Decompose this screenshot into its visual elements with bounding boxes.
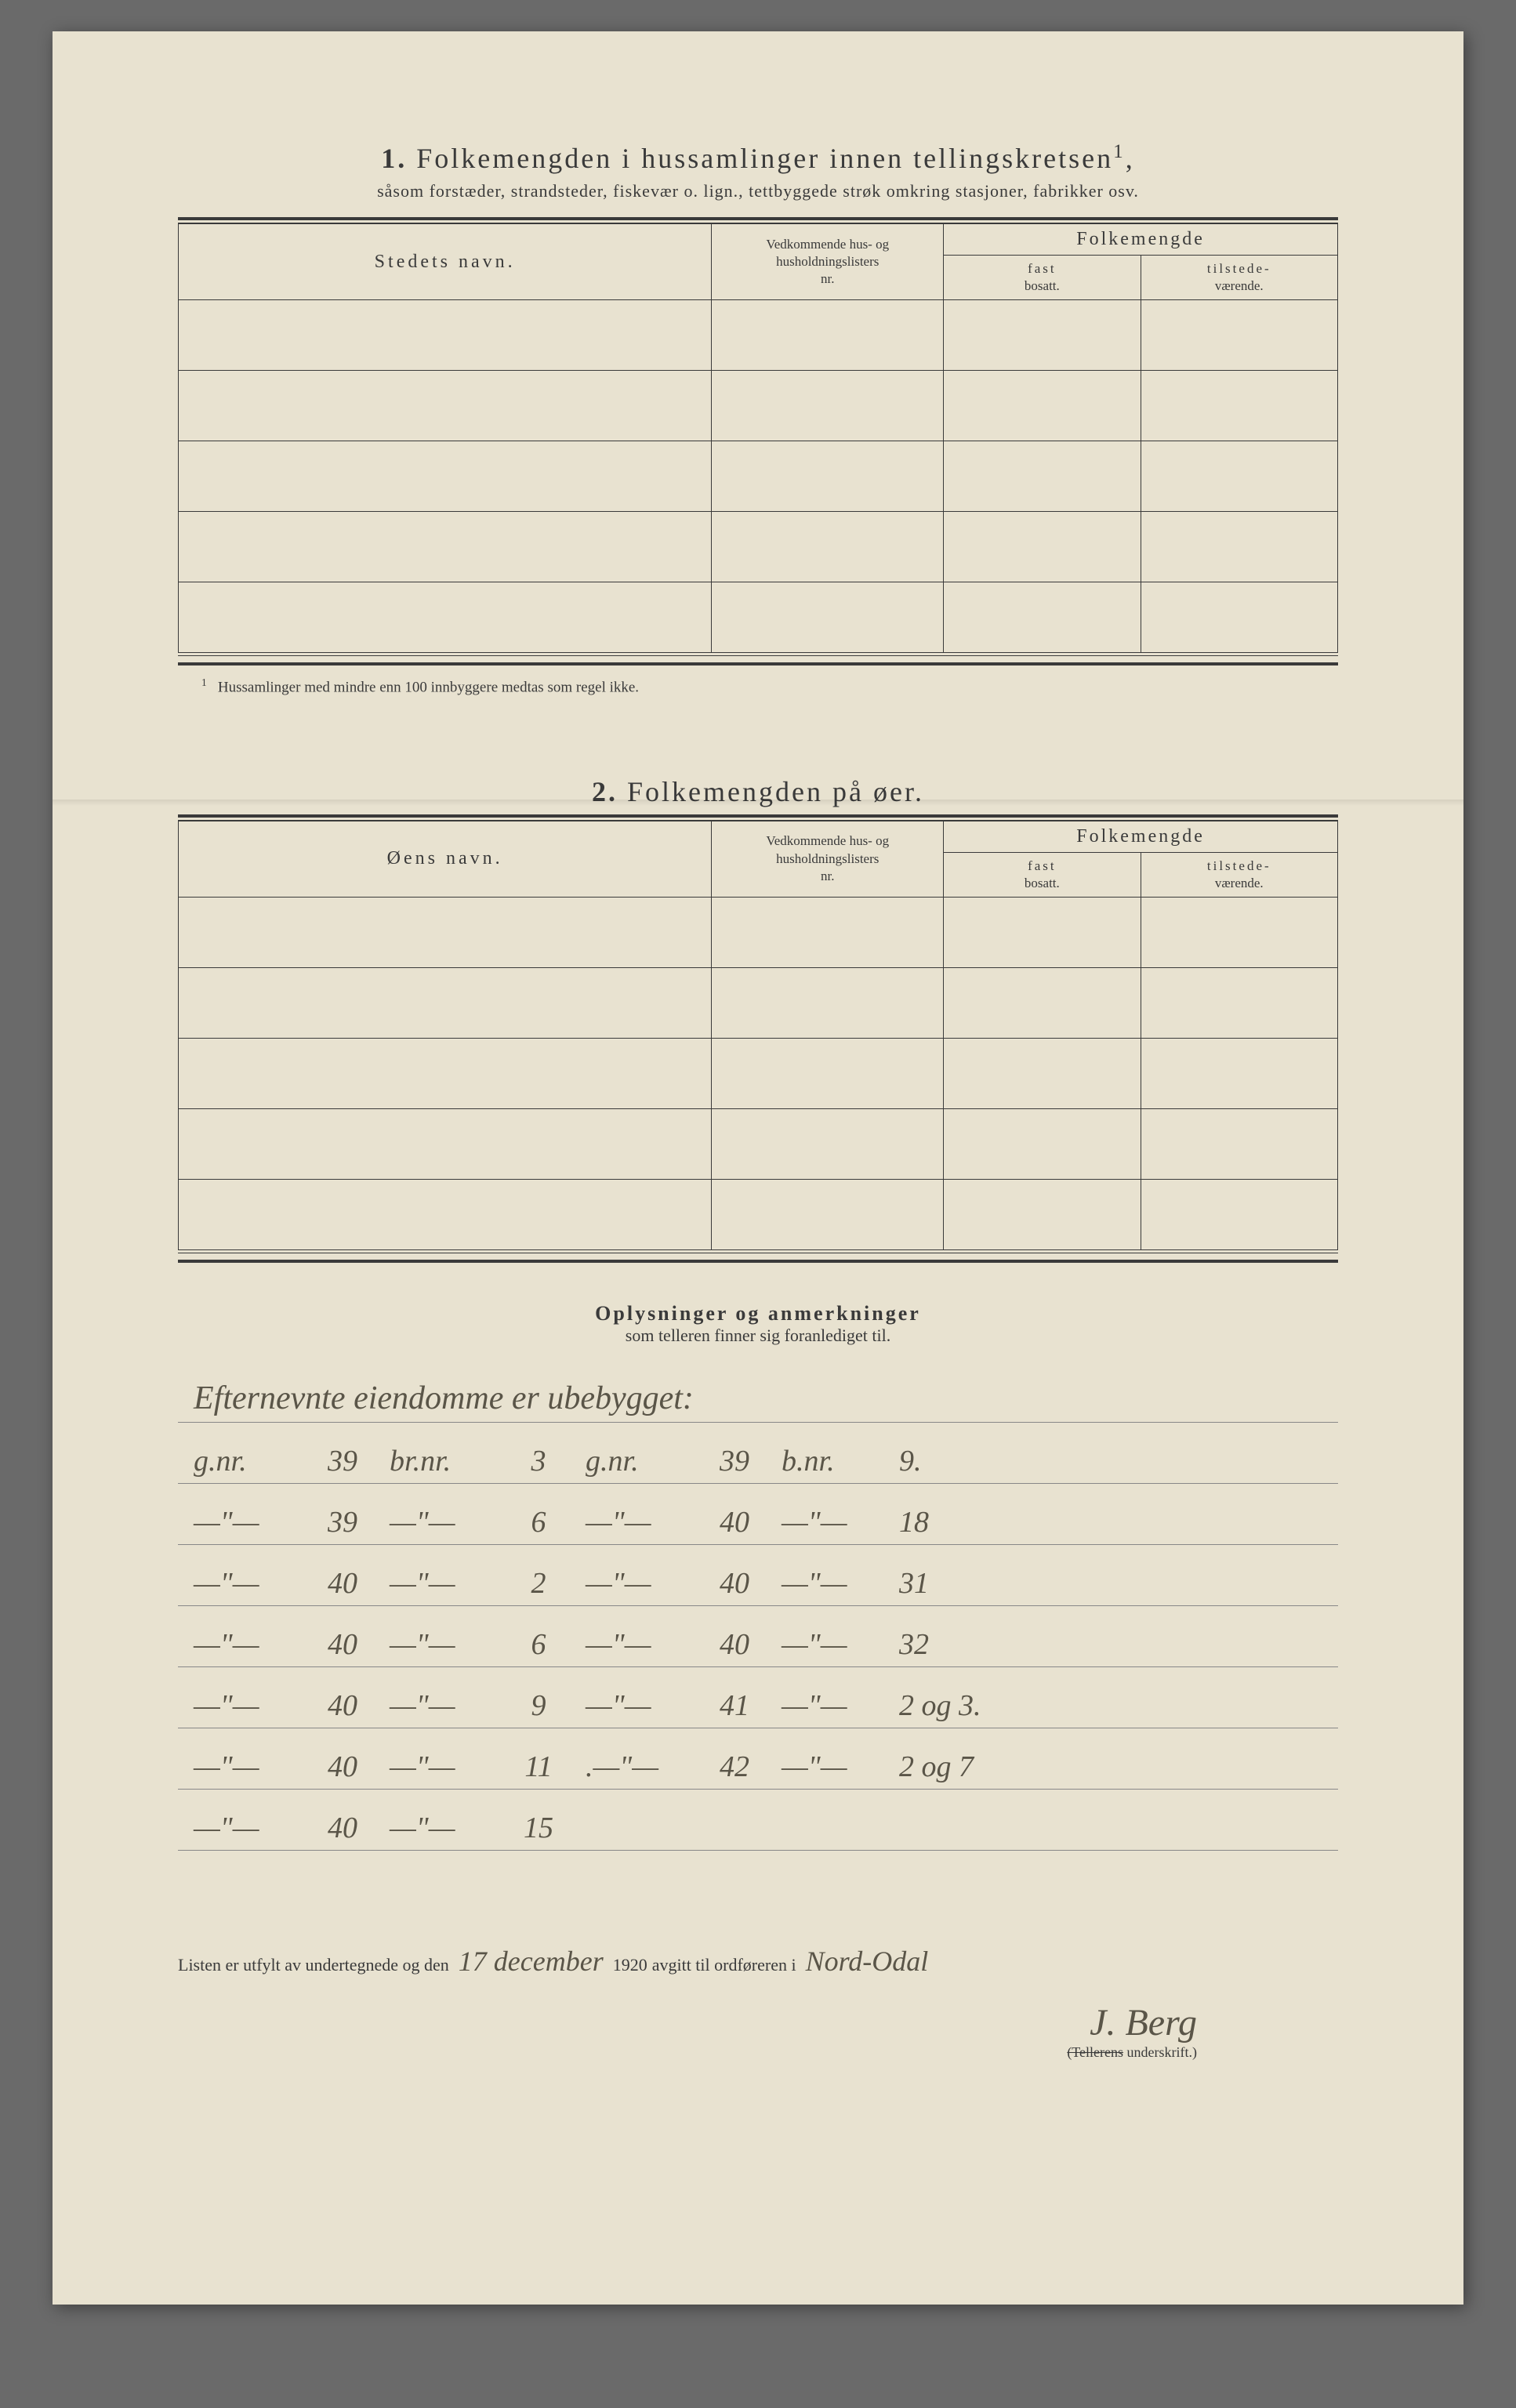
handwritten-notes: Efternevnte eiendomme er ubebygget: g.nr… (178, 1362, 1338, 1851)
fold-shadow (53, 800, 1463, 806)
rule (178, 662, 1338, 665)
closing-line: Listen er utfylt av undertegnede og den … (178, 1945, 1338, 1978)
table-cell (179, 300, 712, 371)
col-tilstede: tilstede- værende. (1141, 256, 1337, 300)
hand-row: —"—40—"—2—"—40—"—31 (178, 1545, 1338, 1606)
col-fast-bosatt: fast bosatt. (944, 852, 1141, 897)
table-cell (944, 967, 1141, 1038)
rule (178, 1260, 1338, 1263)
section1-footnote: 1 Hussamlinger med mindre enn 100 innbyg… (201, 676, 1338, 696)
table-cell (1141, 371, 1337, 441)
table-cell (712, 582, 944, 653)
signature-block: J. Berg (178, 2001, 1338, 2044)
table-cell (1141, 512, 1337, 582)
document-page: 1. Folkemengden i hussamlinger innen tel… (53, 31, 1463, 2305)
col-folkemengde: Folkemengde (944, 224, 1338, 256)
col-folkemengde: Folkemengde (944, 821, 1338, 852)
table-cell (944, 441, 1141, 512)
table-cell (944, 512, 1141, 582)
table-cell (712, 897, 944, 967)
rule (178, 217, 1338, 220)
table-cell (179, 1038, 712, 1108)
hand-row: —"—39—"—6—"—40—"—18 (178, 1484, 1338, 1545)
section1-table: Stedets navn. Vedkommende hus- og hushol… (178, 223, 1338, 653)
section2-table: Øens navn. Vedkommende hus- og husholdni… (178, 821, 1338, 1250)
table-cell (944, 582, 1141, 653)
col-listers-nr: Vedkommende hus- og husholdningslisters … (712, 224, 944, 300)
table-cell (179, 967, 712, 1038)
table-cell (944, 897, 1141, 967)
section1-title: 1. Folkemengden i hussamlinger innen tel… (178, 141, 1338, 175)
place-handwritten: Nord-Odal (801, 1945, 934, 1978)
table-cell (944, 1179, 1141, 1249)
col-tilstede: tilstede- værende. (1141, 852, 1337, 897)
table-cell (179, 897, 712, 967)
table-cell (1141, 300, 1337, 371)
anmerk-subtitle: som telleren finner sig foranlediget til… (178, 1325, 1338, 1346)
table-cell (179, 371, 712, 441)
table-cell (1141, 897, 1337, 967)
table-cell (712, 1108, 944, 1179)
hand-row: —"—40—"—9—"—41—"—2 og 3. (178, 1667, 1338, 1728)
table-cell (944, 300, 1141, 371)
col-fast-bosatt: fast bosatt. (944, 256, 1141, 300)
rule (178, 814, 1338, 818)
table-cell (712, 512, 944, 582)
hand-row: —"—40—"—6—"—40—"—32 (178, 1606, 1338, 1667)
table-cell (1141, 441, 1337, 512)
table-cell (712, 1038, 944, 1108)
table-cell (179, 582, 712, 653)
table-cell (712, 300, 944, 371)
signature-label: (Tellerens underskrift.) (178, 2044, 1338, 2061)
hand-row: —"—40—"—11.—"—42—"—2 og 7 (178, 1728, 1338, 1790)
table-cell (1141, 1179, 1337, 1249)
section1-subtitle: såsom forstæder, strandsteder, fiskevær … (178, 181, 1338, 201)
col-oens-navn: Øens navn. (179, 821, 712, 897)
signature: J. Berg (178, 2001, 1197, 2044)
table-cell (712, 441, 944, 512)
hand-row: —"—40—"—15 (178, 1790, 1338, 1851)
rule (178, 655, 1338, 656)
anmerk-title: Oplysninger og anmerkninger (178, 1302, 1338, 1325)
table-cell (179, 1108, 712, 1179)
col-listers-nr: Vedkommende hus- og husholdningslisters … (712, 821, 944, 897)
table-cell (179, 1179, 712, 1249)
table-cell (712, 967, 944, 1038)
hand-row: g.nr.39br.nr.3g.nr.39b.nr.9. (178, 1423, 1338, 1484)
col-stedets-navn: Stedets navn. (179, 224, 712, 300)
table-cell (1141, 1108, 1337, 1179)
table-cell (1141, 582, 1337, 653)
table-cell (1141, 967, 1337, 1038)
table-cell (712, 371, 944, 441)
table-cell (944, 371, 1141, 441)
table-cell (944, 1108, 1141, 1179)
table-cell (179, 441, 712, 512)
table-cell (944, 1038, 1141, 1108)
hand-header-line: Efternevnte eiendomme er ubebygget: (178, 1362, 1338, 1423)
table-cell (179, 512, 712, 582)
table-cell (1141, 1038, 1337, 1108)
table-cell (712, 1179, 944, 1249)
date-handwritten: 17 december (454, 1945, 608, 1978)
